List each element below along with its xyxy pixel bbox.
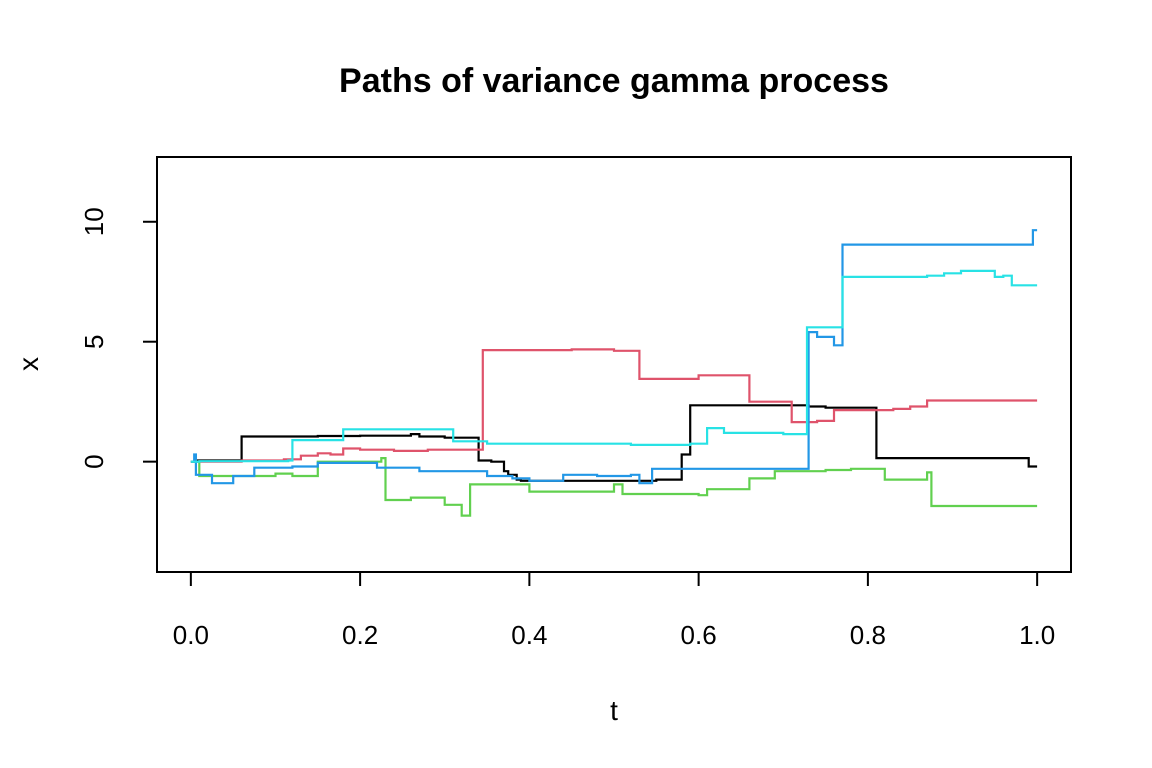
series-line-1 xyxy=(190,404,1038,482)
x-tick-label: 0.8 xyxy=(850,620,886,650)
series-line-3 xyxy=(190,457,1038,517)
x-axis-label: t xyxy=(610,695,618,726)
series-line-4 xyxy=(190,229,1038,485)
y-tick-label: 5 xyxy=(79,334,109,348)
series-line-2 xyxy=(190,348,1038,463)
x-tick-label: 0.0 xyxy=(173,620,209,650)
x-tick-label: 0.4 xyxy=(511,620,547,650)
plot-frame xyxy=(156,156,1072,573)
series-layer xyxy=(190,229,1038,517)
y-axis: 0 5 10 xyxy=(79,207,158,469)
x-tick-label: 0.6 xyxy=(681,620,717,650)
x-tick-label: 0.2 xyxy=(342,620,378,650)
y-tick-label: 0 xyxy=(79,454,109,468)
x-axis: 0.0 0.2 0.4 0.6 0.8 1.0 xyxy=(173,571,1055,650)
y-axis-label: x xyxy=(13,357,44,371)
y-tick-label: 10 xyxy=(79,207,109,236)
x-tick-label: 1.0 xyxy=(1019,620,1055,650)
chart-title: Paths of variance gamma process xyxy=(339,62,889,100)
series-line-5 xyxy=(190,269,1038,463)
